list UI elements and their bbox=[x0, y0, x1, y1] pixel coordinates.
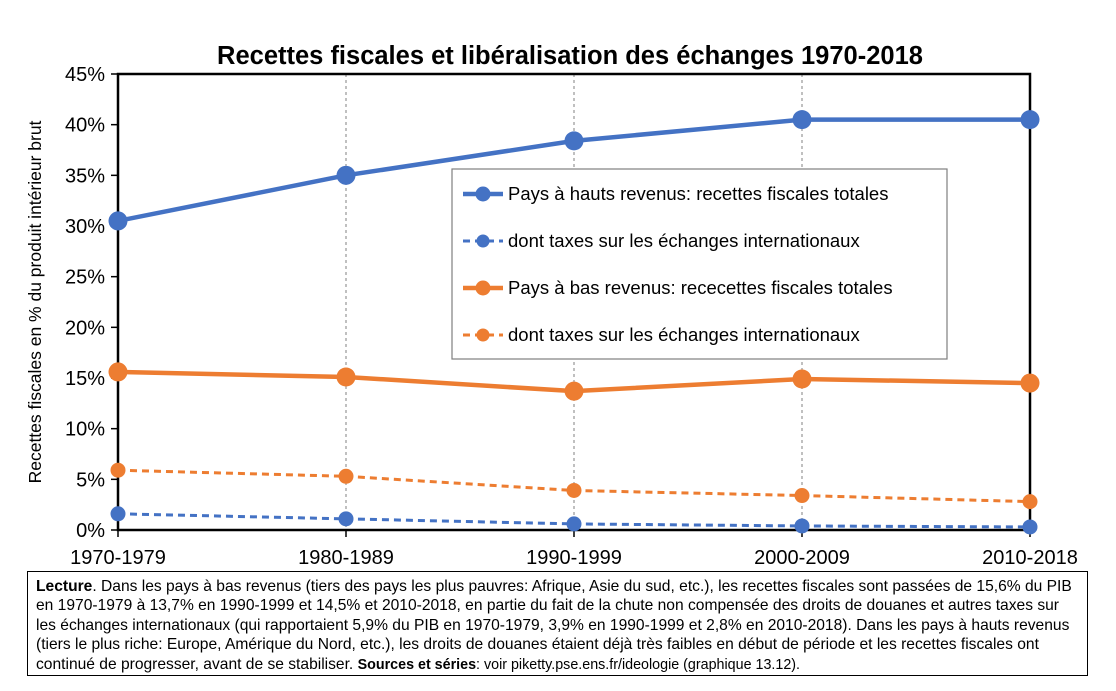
series-1 bbox=[110, 506, 1038, 535]
legend: Pays à hauts revenus: recettes fiscales … bbox=[451, 168, 948, 360]
legend-box bbox=[451, 168, 948, 360]
data-point bbox=[1022, 494, 1038, 510]
y-tick-label: 5% bbox=[76, 469, 105, 491]
line-chart: Recettes fiscales et libéralisation des … bbox=[25, 42, 1078, 569]
data-point bbox=[1022, 519, 1038, 535]
data-point bbox=[338, 511, 354, 527]
data-point bbox=[792, 369, 812, 389]
data-point bbox=[792, 110, 812, 130]
data-point bbox=[110, 462, 126, 478]
data-point bbox=[108, 362, 128, 382]
y-tick-label: 10% bbox=[65, 419, 105, 441]
series-lines bbox=[108, 110, 1040, 535]
data-point bbox=[564, 381, 584, 401]
legend-label: Pays à bas revenus: rececettes fiscales … bbox=[508, 277, 893, 298]
data-point bbox=[108, 211, 128, 231]
x-tick-label: 1970-1979 bbox=[70, 547, 166, 569]
y-tick-label: 25% bbox=[65, 267, 105, 289]
x-tick-label: 1990-1999 bbox=[526, 547, 622, 569]
data-point bbox=[1020, 110, 1040, 130]
legend-label: dont taxes sur les échanges internationa… bbox=[508, 324, 860, 345]
x-tick-label: 2000-2009 bbox=[754, 547, 850, 569]
data-point bbox=[338, 468, 354, 484]
series-3 bbox=[110, 462, 1038, 510]
legend-label: dont taxes sur les échanges internationa… bbox=[508, 230, 860, 251]
legend-swatch-marker bbox=[476, 234, 490, 248]
chart-title: Recettes fiscales et libéralisation des … bbox=[217, 42, 923, 70]
y-tick-label: 45% bbox=[65, 64, 105, 86]
legend-swatch-marker bbox=[476, 328, 490, 342]
sources-label: Sources et séries bbox=[357, 656, 477, 673]
x-axis-ticks: 1970-1979 1980-1989 1990-1999 2000-2009 2010… bbox=[70, 530, 1078, 569]
x-tick-label: 2010-2018 bbox=[982, 547, 1078, 569]
data-point bbox=[110, 506, 126, 522]
legend-swatch-marker bbox=[475, 186, 491, 202]
data-point bbox=[564, 131, 584, 151]
y-tick-label: 0% bbox=[76, 520, 105, 542]
series-2 bbox=[108, 362, 1040, 401]
data-point bbox=[794, 488, 810, 504]
note-body: . Dans les pays à bas revenus (tiers des… bbox=[36, 578, 1072, 673]
note-lead: Lecture bbox=[36, 578, 93, 595]
x-tick-label: 1980-1989 bbox=[298, 547, 394, 569]
data-point bbox=[566, 516, 582, 532]
y-tick-label: 30% bbox=[65, 216, 105, 238]
legend-label: Pays à hauts revenus: recettes fiscales … bbox=[508, 183, 888, 204]
note-sources: Sources et séries: voir piketty.pse.ens.… bbox=[358, 657, 800, 673]
data-point bbox=[336, 367, 356, 387]
data-point bbox=[566, 482, 582, 498]
data-point bbox=[794, 518, 810, 534]
y-tick-label: 35% bbox=[65, 165, 105, 187]
y-tick-label: 40% bbox=[65, 115, 105, 137]
y-axis-ticks: 0% 5% 10% 15% 20% 25% 30% 35% 40% 45% bbox=[65, 64, 118, 542]
y-tick-label: 15% bbox=[65, 368, 105, 390]
series-0 bbox=[108, 110, 1040, 231]
y-axis-label: Recettes fiscales en % du produit intéri… bbox=[25, 120, 45, 483]
reading-note: Lecture. Dans les pays à bas revenus (ti… bbox=[27, 571, 1088, 676]
y-tick-label: 20% bbox=[65, 317, 105, 339]
legend-swatch-marker bbox=[475, 280, 491, 296]
data-point bbox=[1020, 373, 1040, 393]
data-point bbox=[336, 165, 356, 185]
sources-text: : voir piketty.pse.ens.fr/ideologie (gra… bbox=[476, 656, 801, 673]
